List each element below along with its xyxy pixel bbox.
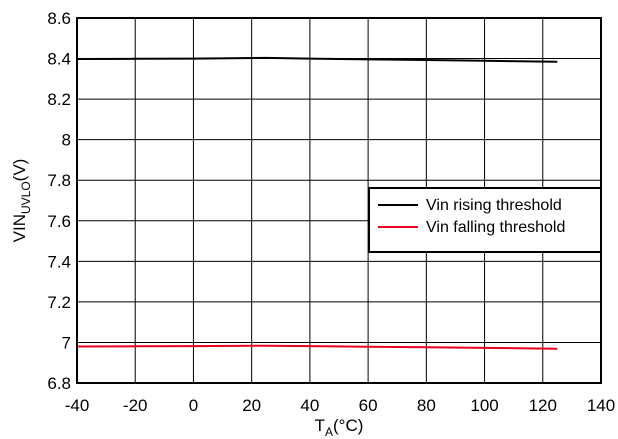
x-axis-title-subscript: A	[325, 425, 333, 439]
x-tick-label: 60	[359, 396, 378, 415]
x-tick-label: 80	[417, 396, 436, 415]
x-tick-label: 40	[300, 396, 319, 415]
legend-label-falling: Vin falling threshold	[426, 219, 565, 236]
y-tick-labels: 6.8 7 7.2 7.4 7.6 7.8 8 8.2 8.4 8.6	[47, 9, 71, 393]
x-tick-label: 100	[470, 396, 498, 415]
y-tick-label: 6.8	[47, 374, 71, 393]
series-line-rising	[76, 56, 558, 63]
x-axis-title-unit: (°C)	[333, 416, 363, 435]
x-tick-label: -40	[65, 396, 90, 415]
series-line-falling	[76, 344, 558, 350]
x-tick-label: 120	[529, 396, 557, 415]
series-layer	[76, 56, 558, 350]
y-axis-title: VINUVLO(V)	[10, 159, 33, 243]
x-tick-label: -20	[123, 396, 148, 415]
y-tick-label: 8.4	[47, 50, 71, 69]
x-tick-label: 20	[242, 396, 261, 415]
legend-label-rising: Vin rising threshold	[426, 197, 562, 214]
y-axis-title-main: VIN	[10, 214, 29, 242]
y-axis-title-unit: (V)	[10, 159, 29, 182]
y-tick-label: 7	[62, 333, 71, 352]
y-tick-label: 8.2	[47, 90, 71, 109]
y-axis-title-subscript: UVLO	[19, 181, 33, 214]
y-tick-label: 7.4	[47, 252, 71, 271]
y-tick-label: 8	[62, 131, 71, 150]
y-tick-label: 7.8	[47, 171, 71, 190]
legend: Vin rising threshold Vin falling thresho…	[368, 187, 602, 253]
x-tick-labels: -40 -20 0 20 40 60 80 100 120 140	[65, 396, 615, 415]
x-axis-title-main: T	[315, 416, 325, 435]
y-tick-label: 8.6	[47, 9, 71, 28]
x-tick-label: 140	[587, 396, 615, 415]
y-tick-label: 7.6	[47, 212, 71, 231]
x-axis-title: TA(°C)	[315, 416, 364, 439]
x-tick-label: 0	[189, 396, 198, 415]
legend-box	[368, 187, 602, 253]
y-tick-label: 7.2	[47, 293, 71, 312]
